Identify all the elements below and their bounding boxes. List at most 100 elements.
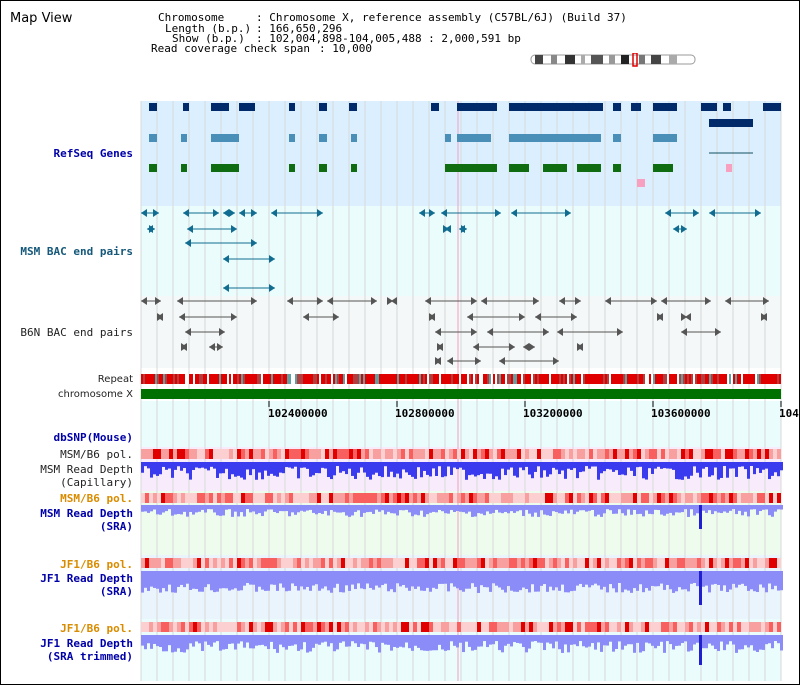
track-label-b6n-bac[interactable]: B6N BAC end pairs: [20, 326, 133, 339]
depth-bar: [288, 571, 291, 591]
depth-bar: [402, 635, 405, 648]
bac-end-arrow: [577, 343, 583, 351]
pol-mark: [481, 493, 485, 503]
pol-mark: [425, 449, 429, 459]
pol-mark: [409, 493, 413, 503]
pol-mark: [665, 449, 669, 459]
depth-bar: [336, 571, 339, 584]
pol-mark: [437, 558, 441, 568]
bac-end-arrow: [317, 209, 323, 217]
track-label-dbsnp[interactable]: dbSNP(Mouse): [53, 431, 133, 444]
bac-end-arrow: [523, 343, 529, 351]
track-label-msm-depth-cap[interactable]: MSM Read Depth: [40, 463, 133, 476]
bac-end-arrow: [553, 357, 559, 365]
repeat-mark: [259, 374, 261, 384]
gene-feature: [445, 134, 451, 142]
repeat-mark: [505, 374, 507, 384]
gene-feature: [349, 103, 357, 111]
pol-mark: [269, 622, 273, 632]
repeat-mark: [385, 374, 387, 384]
depth-bar: [714, 635, 717, 650]
depth-bar: [546, 505, 549, 516]
depth-bar: [741, 635, 744, 650]
pol-mark: [665, 622, 669, 632]
pol-mark: [169, 558, 173, 568]
track-label-jf1-depth[interactable]: JF1 Read Depth: [40, 572, 133, 585]
track-label-repeat[interactable]: Repeat: [97, 374, 133, 385]
repeat-mark: [373, 374, 375, 384]
pol-mark: [269, 449, 273, 459]
pol-mark: [177, 449, 181, 459]
bac-end-arrow: [763, 297, 769, 305]
bac-end-arrow: [183, 209, 189, 217]
depth-bar: [372, 571, 375, 590]
depth-bar: [297, 505, 300, 513]
track-label-msm-depth-sra[interactable]: MSM Read Depth: [40, 507, 133, 520]
depth-bar: [171, 635, 174, 653]
repeat-mark: [193, 374, 195, 384]
depth-bar: [573, 462, 576, 469]
pol-mark: [521, 449, 525, 459]
pol-mark: [605, 493, 609, 503]
depth-bar: [411, 571, 414, 587]
repeat-mark: [257, 374, 259, 384]
gene-feature: [653, 164, 673, 172]
depth-bar: [174, 635, 177, 652]
repeat-mark: [367, 374, 369, 384]
gene-feature: [149, 134, 157, 142]
depth-bar: [198, 462, 201, 469]
repeat-mark: [455, 374, 457, 384]
depth-bar: [474, 462, 477, 477]
pol-mark: [633, 449, 637, 459]
depth-bar: [393, 505, 396, 514]
repeat-mark: [627, 374, 629, 384]
bac-end-arrow: [209, 343, 215, 351]
track-label-msm-pol[interactable]: MSM/B6 pol.: [60, 448, 133, 461]
repeat-mark: [249, 374, 251, 384]
pol-mark: [573, 558, 577, 568]
depth-bar: [228, 635, 231, 644]
track-label-jf1-pol-2[interactable]: JF1/B6 pol.: [60, 622, 133, 635]
depth-bar: [678, 571, 681, 588]
repeat-mark: [655, 374, 657, 384]
pol-mark: [281, 493, 285, 503]
pol-mark: [237, 449, 241, 459]
track-label-jf1-trim[interactable]: JF1 Read Depth: [40, 637, 133, 650]
track-label-msm-bac[interactable]: MSM BAC end pairs: [20, 245, 133, 258]
bac-end-arrow: [661, 297, 667, 305]
repeat-mark: [175, 374, 177, 384]
chromosome-ideogram[interactable]: [529, 53, 699, 67]
pol-mark: [193, 622, 197, 632]
repeat-mark: [611, 374, 613, 384]
depth-bar: [255, 505, 258, 515]
pol-mark: [277, 622, 281, 632]
repeat-mark: [525, 374, 527, 384]
depth-bar: [576, 571, 579, 586]
depth-bar: [264, 571, 267, 591]
depth-bar: [156, 571, 159, 589]
pol-mark: [637, 493, 641, 503]
pol-mark: [289, 493, 293, 503]
pol-mark: [141, 449, 145, 459]
track-label-refseq[interactable]: RefSeq Genes: [53, 147, 133, 160]
repeat-mark: [289, 374, 291, 384]
depth-bar: [747, 505, 750, 517]
pol-mark: [697, 449, 701, 459]
pol-mark: [605, 622, 609, 632]
track-label-msm-pol-2[interactable]: MSM/B6 pol.: [60, 492, 133, 505]
repeat-mark: [679, 374, 681, 384]
pol-mark: [657, 622, 661, 632]
depth-bar: [474, 505, 477, 517]
repeat-mark: [227, 374, 229, 384]
depth-bar: [306, 505, 309, 511]
track-label-jf1-pol[interactable]: JF1/B6 pol.: [60, 558, 133, 571]
depth-bar: [516, 505, 519, 512]
repeat-mark: [435, 374, 437, 384]
depth-bar: [177, 635, 180, 649]
repeat-mark: [625, 374, 627, 384]
repeat-mark: [285, 374, 287, 384]
pol-mark: [301, 558, 305, 568]
depth-bar: [777, 571, 780, 591]
depth-bar: [657, 462, 660, 467]
